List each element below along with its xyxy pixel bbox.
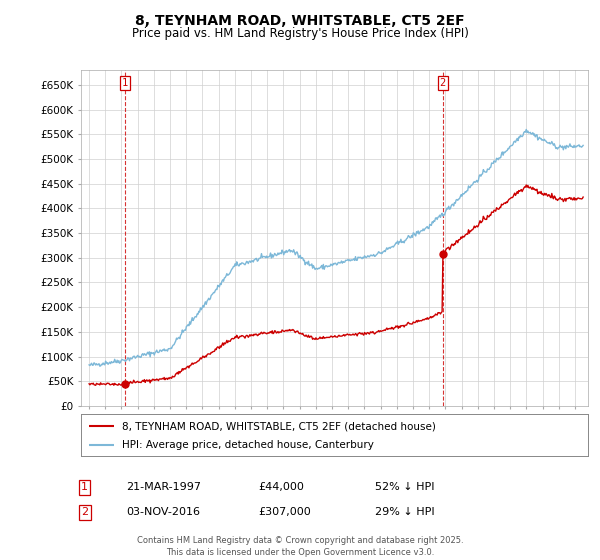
Text: £44,000: £44,000 bbox=[258, 482, 304, 492]
Text: Price paid vs. HM Land Registry's House Price Index (HPI): Price paid vs. HM Land Registry's House … bbox=[131, 27, 469, 40]
Text: 2: 2 bbox=[81, 507, 88, 517]
Text: 03-NOV-2016: 03-NOV-2016 bbox=[126, 507, 200, 517]
Text: Contains HM Land Registry data © Crown copyright and database right 2025.
This d: Contains HM Land Registry data © Crown c… bbox=[137, 536, 463, 557]
Text: £307,000: £307,000 bbox=[258, 507, 311, 517]
Text: 21-MAR-1997: 21-MAR-1997 bbox=[126, 482, 201, 492]
Text: 2: 2 bbox=[440, 78, 446, 88]
Text: 8, TEYNHAM ROAD, WHITSTABLE, CT5 2EF (detached house): 8, TEYNHAM ROAD, WHITSTABLE, CT5 2EF (de… bbox=[122, 421, 436, 431]
Text: 52% ↓ HPI: 52% ↓ HPI bbox=[375, 482, 434, 492]
Text: 1: 1 bbox=[81, 482, 88, 492]
Text: HPI: Average price, detached house, Canterbury: HPI: Average price, detached house, Cant… bbox=[122, 440, 373, 450]
Text: 8, TEYNHAM ROAD, WHITSTABLE, CT5 2EF: 8, TEYNHAM ROAD, WHITSTABLE, CT5 2EF bbox=[135, 14, 465, 28]
Text: 1: 1 bbox=[122, 78, 128, 88]
Text: 29% ↓ HPI: 29% ↓ HPI bbox=[375, 507, 434, 517]
